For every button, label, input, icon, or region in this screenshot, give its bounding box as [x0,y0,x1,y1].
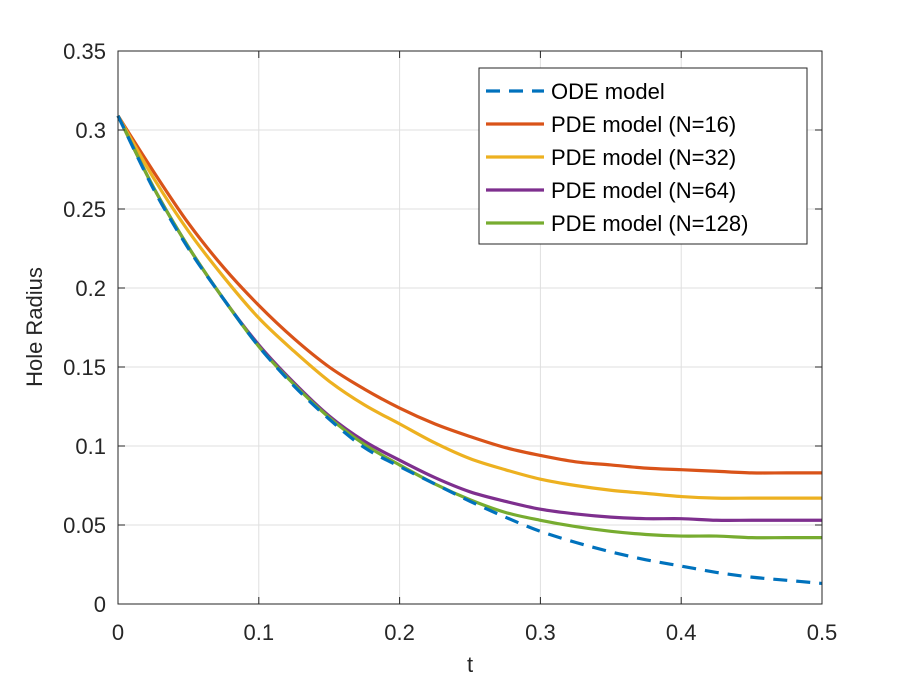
y-tick-label: 0.2 [75,276,106,301]
y-tick-label: 0.3 [75,118,106,143]
y-tick-label: 0.15 [63,355,106,380]
y-tick-label: 0.1 [75,434,106,459]
series-line-ode-model [116,115,823,586]
x-tick-label: 0 [112,620,124,645]
y-tick-label: 0.05 [63,513,106,538]
plot-frame [117,50,823,605]
series-line-pde-model-n-16 [116,114,822,475]
x-tick-label: 0.2 [384,620,415,645]
y-axis: 0 0.05 0.1 0.15 0.2 0.25 0.3 0.35 [63,39,822,617]
y-tick-label: 0 [94,592,106,617]
y-tick-label: 0.35 [63,39,106,64]
x-axis: 0 0.1 0.2 0.3 0.4 0.5 [112,51,837,645]
legend-label-pde-model-n-128: PDE model (N=128) [551,211,748,236]
x-tick-label: 0.1 [244,620,275,645]
y-tick-label: 0.25 [63,197,106,222]
legend-label-pde-model-n-64: PDE model (N=64) [551,178,736,203]
y-axis-label: Hole Radius [22,267,47,387]
x-tick-label: 0.3 [525,620,556,645]
x-axis-label: t [467,652,473,677]
x-tick-label: 0.5 [807,620,838,645]
legend-label-pde-model-n-16: PDE model (N=16) [551,112,736,137]
x-tick-label: 0.4 [666,620,697,645]
legend-label-pde-model-n-32: PDE model (N=32) [551,145,736,170]
legend-label-ode-model: ODE model [551,79,665,104]
series-line-pde-model-n-32 [116,114,822,500]
legend: ODE model PDE model (N=16) PDE model (N=32… [478,67,808,245]
series-layer [116,114,823,586]
